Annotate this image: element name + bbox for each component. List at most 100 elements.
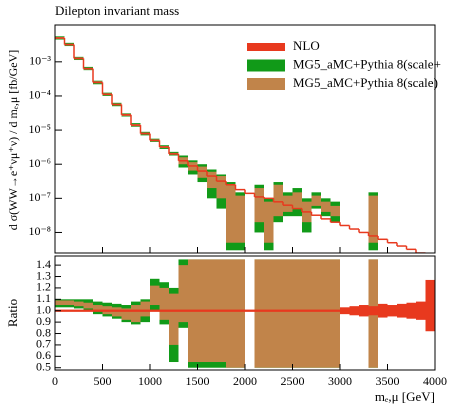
ratio-nlo-bin xyxy=(273,309,283,312)
main-panel xyxy=(55,36,426,253)
ratio-band-bin xyxy=(254,259,264,368)
ratio-nlo-bin xyxy=(226,309,236,312)
x-tick-label: 3000 xyxy=(328,374,352,388)
x-tick-label: 0 xyxy=(52,374,58,388)
y-axis-label: d σ(WW→e⁺νμ⁺ν) / d mₑ,μ [fb/GeV] xyxy=(6,50,20,231)
ratio-y-tick-label: 1.1 xyxy=(36,291,51,305)
ratio-nlo-bin xyxy=(397,303,407,318)
ratio-nlo-bin xyxy=(368,306,378,316)
ratio-band-bin xyxy=(226,259,236,368)
band-bin xyxy=(207,171,217,189)
x-tick-label: 3500 xyxy=(376,374,400,388)
ratio-frame xyxy=(54,255,436,371)
ratio-band-bin xyxy=(121,308,131,320)
ratio-band-bin xyxy=(93,305,103,311)
ratio-nlo-bin xyxy=(102,309,112,312)
ratio-nlo-bin xyxy=(216,309,226,312)
legend-swatch xyxy=(247,43,285,51)
legend-swatch xyxy=(247,78,285,90)
legend-label: MG5_aMC+Pythia 8(scale) xyxy=(293,75,438,90)
band-bin xyxy=(330,205,340,217)
ratio-nlo-bin xyxy=(302,309,312,312)
ratio-nlo-bin xyxy=(169,309,179,312)
ratio-nlo-bin xyxy=(121,309,131,312)
x-tick-label: 2500 xyxy=(281,374,305,388)
ratio-nlo-bin xyxy=(378,303,388,318)
ratio-band-bin xyxy=(330,259,340,368)
ratio-nlo-bin xyxy=(178,309,188,312)
ratio-nlo-bin xyxy=(150,309,160,312)
ratio-band-bin xyxy=(150,285,160,306)
y-tick-label: 10⁻⁶ xyxy=(28,156,51,170)
band-bin xyxy=(283,195,293,212)
ratio-y-tick-label: 0.9 xyxy=(36,314,51,328)
ratio-nlo-bin xyxy=(112,309,122,312)
ratio-band-bin xyxy=(235,259,245,368)
ratio-band-bin xyxy=(83,302,93,309)
ratio-nlo-bin xyxy=(159,309,169,312)
ratio-y-tick-label: 1.4 xyxy=(36,257,51,271)
ratio-band-bin xyxy=(273,259,283,368)
band-bin xyxy=(311,195,321,206)
y-tick-label: 10⁻⁷ xyxy=(28,190,51,204)
ratio-band-bin xyxy=(311,259,321,368)
ratio-band-bin xyxy=(64,300,74,306)
ratio-band-bin xyxy=(74,301,84,307)
ratio-nlo-bin xyxy=(321,309,331,312)
ratio-band-bin xyxy=(302,259,312,368)
y-tick-label: 10⁻⁸ xyxy=(28,224,51,238)
ratio-y-tick-label: 1.0 xyxy=(36,302,51,316)
ratio-band-bin xyxy=(264,259,274,368)
band-bin xyxy=(368,195,378,243)
ratio-nlo-bin xyxy=(387,305,397,317)
ratio-panel xyxy=(55,259,435,368)
band-bin xyxy=(264,201,274,243)
ratio-band-bin xyxy=(140,301,150,317)
ratio-nlo-bin xyxy=(283,309,293,312)
band-bin xyxy=(235,195,245,243)
ratio-nlo-bin xyxy=(207,309,217,312)
y-tick-label: 10⁻⁵ xyxy=(28,122,51,136)
ratio-axis-label: Ratio xyxy=(5,299,20,327)
legend-swatch xyxy=(247,59,285,72)
legend-label: NLO xyxy=(293,38,320,53)
x-tick-label: 1000 xyxy=(138,374,162,388)
band-bin xyxy=(216,176,226,199)
legend-label: MG5_aMC+Pythia 8(scale+ xyxy=(293,56,441,71)
ratio-nlo-bin xyxy=(264,309,274,312)
ratio-band-bin xyxy=(321,259,331,368)
x-tick-label: 2000 xyxy=(233,374,257,388)
ratio-nlo-bin xyxy=(330,309,340,312)
ratio-band-bin xyxy=(178,265,188,323)
ratio-band-bin xyxy=(292,259,302,368)
ratio-band-bin xyxy=(159,287,169,320)
ratio-nlo-bin xyxy=(131,309,141,312)
ratio-nlo-bin xyxy=(188,309,198,312)
ratio-y-tick-label: 1.3 xyxy=(36,268,51,282)
ratio-nlo-bin xyxy=(74,309,84,312)
x-tick-label: 4000 xyxy=(423,374,447,388)
band-bin xyxy=(321,201,331,212)
ratio-y-tick-label: 0.8 xyxy=(36,325,51,339)
ratio-nlo-bin xyxy=(254,309,264,312)
ratio-nlo-bin xyxy=(406,302,416,319)
band-bin xyxy=(226,184,236,243)
y-tick-label: 10⁻³ xyxy=(29,54,51,68)
ratio-nlo-bin xyxy=(359,305,369,317)
ratio-band-bin xyxy=(283,259,293,368)
ratio-y-tick-label: 0.7 xyxy=(36,337,51,351)
ratio-nlo-bin xyxy=(292,309,302,312)
ratio-nlo-bin xyxy=(349,306,359,316)
chart-title: Dilepton invariant mass xyxy=(55,3,179,18)
ratio-nlo-bin xyxy=(93,309,103,312)
ratio-y-tick-label: 0.5 xyxy=(36,359,51,373)
ratio-nlo-bin xyxy=(340,307,350,315)
band-bin xyxy=(254,188,264,223)
main-frame xyxy=(54,24,436,254)
ratio-nlo-bin xyxy=(245,309,255,312)
ratio-band-bin xyxy=(131,305,141,323)
ratio-nlo-bin xyxy=(235,309,245,312)
ratio-band-bin xyxy=(55,300,65,306)
ratio-nlo-bin xyxy=(140,309,150,312)
